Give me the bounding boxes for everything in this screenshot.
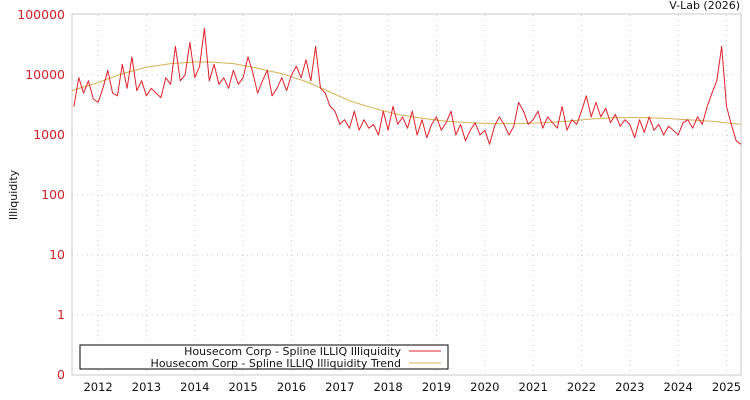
x-tick-label: 2017 bbox=[325, 380, 354, 394]
x-axis: 2012 2013 2014 2015 2016 2017 2018 2019 2020 2021… bbox=[83, 380, 741, 394]
grid bbox=[72, 15, 741, 375]
x-tick-label: 2022 bbox=[567, 380, 596, 394]
legend-label-trend: Housecom Corp - Spline ILLIQ Illiquidity… bbox=[151, 357, 401, 370]
plot-area bbox=[71, 13, 742, 376]
x-tick-label: 2018 bbox=[373, 380, 402, 394]
credit-label: V-Lab (2026) bbox=[669, 0, 740, 12]
y-tick-label: 10 bbox=[49, 247, 65, 262]
legend-box bbox=[79, 344, 449, 370]
x-tick-label: 2019 bbox=[422, 380, 451, 394]
x-tick-label: 2014 bbox=[180, 380, 209, 394]
legend: Housecom Corp - Spline ILLIQ Illiquidity… bbox=[79, 344, 449, 370]
series-lines bbox=[71, 27, 742, 145]
x-tick-label: 2020 bbox=[470, 380, 499, 394]
x-tick-label: 2012 bbox=[83, 380, 112, 394]
illiquidity-line bbox=[73, 27, 742, 145]
legend-label-illiquidity: Housecom Corp - Spline ILLIQ Illiquidity bbox=[184, 345, 401, 358]
x-tick-label: 2016 bbox=[277, 380, 306, 394]
y-tick-label: 1 bbox=[57, 307, 65, 322]
x-tick-label: 2023 bbox=[615, 380, 644, 394]
y-tick-label: 100 bbox=[41, 187, 65, 202]
x-tick-label: 2024 bbox=[664, 380, 693, 394]
y-tick-label: 100000 bbox=[17, 7, 65, 22]
x-tick-label: 2021 bbox=[519, 380, 548, 394]
x-tick-label: 2015 bbox=[228, 380, 257, 394]
x-tick-label: 2013 bbox=[132, 380, 161, 394]
y-tick-label: 10000 bbox=[25, 67, 65, 82]
y-axis-label: Illiquidity bbox=[7, 169, 20, 220]
y-tick-label: 1000 bbox=[33, 127, 65, 142]
y-tick-label: 0 bbox=[57, 367, 65, 382]
x-tick-label: 2025 bbox=[712, 380, 741, 394]
